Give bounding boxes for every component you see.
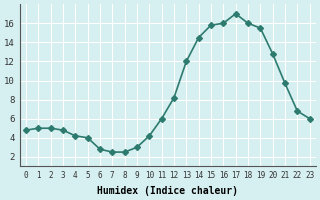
X-axis label: Humidex (Indice chaleur): Humidex (Indice chaleur) <box>97 186 238 196</box>
